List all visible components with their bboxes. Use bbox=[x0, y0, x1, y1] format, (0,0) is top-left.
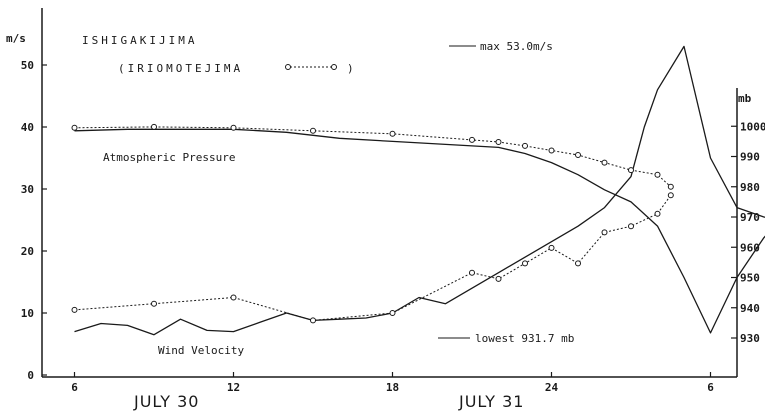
data-point bbox=[654, 210, 661, 217]
right-tick-label: 940 bbox=[740, 302, 760, 315]
date-label-july-31: JULY 31 bbox=[458, 392, 524, 411]
left-tick-label: 50 bbox=[21, 59, 34, 72]
x-ticks: 61218246121824 bbox=[71, 372, 714, 394]
left-tick-label: 10 bbox=[21, 307, 34, 320]
data-point bbox=[71, 306, 78, 313]
data-point bbox=[495, 139, 502, 145]
pressure-series-label: Atmospheric Pressure bbox=[103, 151, 235, 164]
x-tick-label: 12 bbox=[227, 381, 240, 394]
data-point bbox=[310, 317, 316, 324]
data-point bbox=[389, 130, 396, 137]
x-tick-label: 18 bbox=[386, 381, 399, 394]
title-ishigakijima: ISHIGAKIJIMA bbox=[82, 34, 197, 47]
data-point bbox=[548, 147, 555, 154]
data-point bbox=[654, 171, 661, 178]
right-tick-label: 970 bbox=[740, 211, 760, 224]
left-tick-label: 0 bbox=[27, 369, 34, 382]
title-close-paren: ) bbox=[347, 62, 354, 75]
data-point bbox=[389, 310, 396, 316]
left-y-ticks: 0 10 20 30 40 50 bbox=[21, 59, 47, 382]
data-point bbox=[495, 275, 502, 282]
data-point bbox=[628, 167, 634, 174]
right-unit-label: mb bbox=[738, 92, 752, 105]
data-point bbox=[667, 192, 674, 199]
max-annotation: max 53.0m/s bbox=[480, 40, 553, 53]
data-point bbox=[469, 136, 475, 143]
left-tick-label: 20 bbox=[21, 245, 34, 258]
data-point bbox=[230, 294, 237, 301]
left-tick-label: 40 bbox=[21, 121, 34, 134]
wind-line bbox=[74, 45, 765, 336]
wind-series-label: Wind Velocity bbox=[158, 344, 244, 357]
left-tick-label: 30 bbox=[21, 183, 34, 196]
data-point bbox=[469, 269, 475, 276]
data-point bbox=[667, 183, 674, 190]
left-unit-label: m/s bbox=[6, 32, 26, 45]
data-point bbox=[522, 260, 528, 267]
wind-iriomotejima-line bbox=[74, 194, 672, 321]
lowest-annotation: lowest 931.7 mb bbox=[475, 332, 574, 345]
data-point bbox=[601, 229, 608, 236]
x-tick-label: 6 bbox=[707, 381, 714, 394]
data-point bbox=[151, 300, 157, 307]
data-point bbox=[522, 142, 528, 149]
right-tick-label: 990 bbox=[740, 151, 760, 164]
data-point bbox=[601, 159, 608, 166]
data-point bbox=[230, 124, 237, 131]
right-tick-label: 980 bbox=[740, 181, 760, 194]
pressure-line bbox=[74, 128, 765, 334]
data-point bbox=[548, 244, 555, 251]
data-point bbox=[151, 123, 157, 130]
title-iriomotejima: (IRIOMOTEJIMA bbox=[118, 62, 243, 75]
right-tick-label: 1000 bbox=[740, 120, 765, 133]
data-point bbox=[310, 127, 316, 134]
data-point bbox=[575, 260, 581, 267]
x-tick-label: 6 bbox=[71, 381, 78, 394]
pressure-iriomotejima-line bbox=[74, 126, 672, 188]
data-point bbox=[628, 223, 634, 230]
iriomotejima-legend-sample bbox=[285, 64, 337, 70]
data-point bbox=[575, 152, 581, 158]
x-tick-label: 24 bbox=[545, 381, 559, 394]
right-tick-label: 950 bbox=[740, 272, 760, 285]
data-point bbox=[71, 124, 78, 131]
right-tick-label: 930 bbox=[740, 332, 760, 345]
date-label-july-30: JULY 30 bbox=[133, 392, 199, 411]
series-layer bbox=[71, 45, 765, 336]
axes bbox=[41, 8, 738, 378]
